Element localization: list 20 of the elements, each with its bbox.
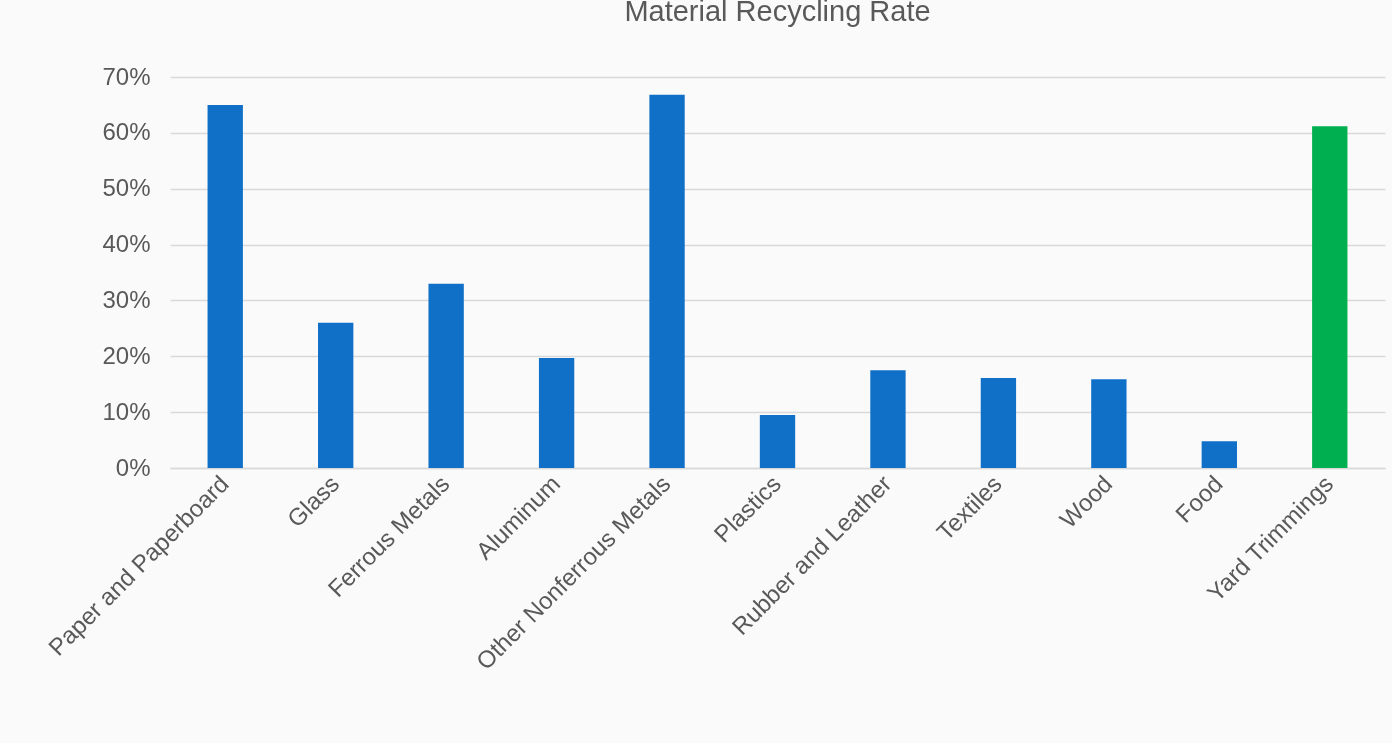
y-tick-label: 60%: [102, 118, 151, 146]
y-tick-label: 0%: [115, 453, 151, 481]
bar: [1091, 379, 1127, 468]
bar: [1312, 126, 1348, 468]
y-tick-label: 30%: [102, 285, 151, 313]
bar: [428, 283, 464, 468]
bar: [649, 94, 685, 468]
bar: [207, 104, 243, 468]
bar: [870, 370, 906, 468]
bar: [538, 357, 575, 468]
bar: [318, 322, 354, 468]
y-tick-label: 10%: [102, 397, 151, 425]
y-tick-label: 50%: [102, 174, 151, 202]
y-tick-label: 40%: [102, 230, 151, 258]
y-tick-label: 20%: [102, 341, 151, 369]
bar: [1201, 441, 1237, 468]
y-tick-label: 70%: [102, 62, 151, 90]
bar: [980, 378, 1017, 468]
chart-title: Material Recycling Rate: [624, 0, 931, 27]
bar: [759, 414, 796, 468]
